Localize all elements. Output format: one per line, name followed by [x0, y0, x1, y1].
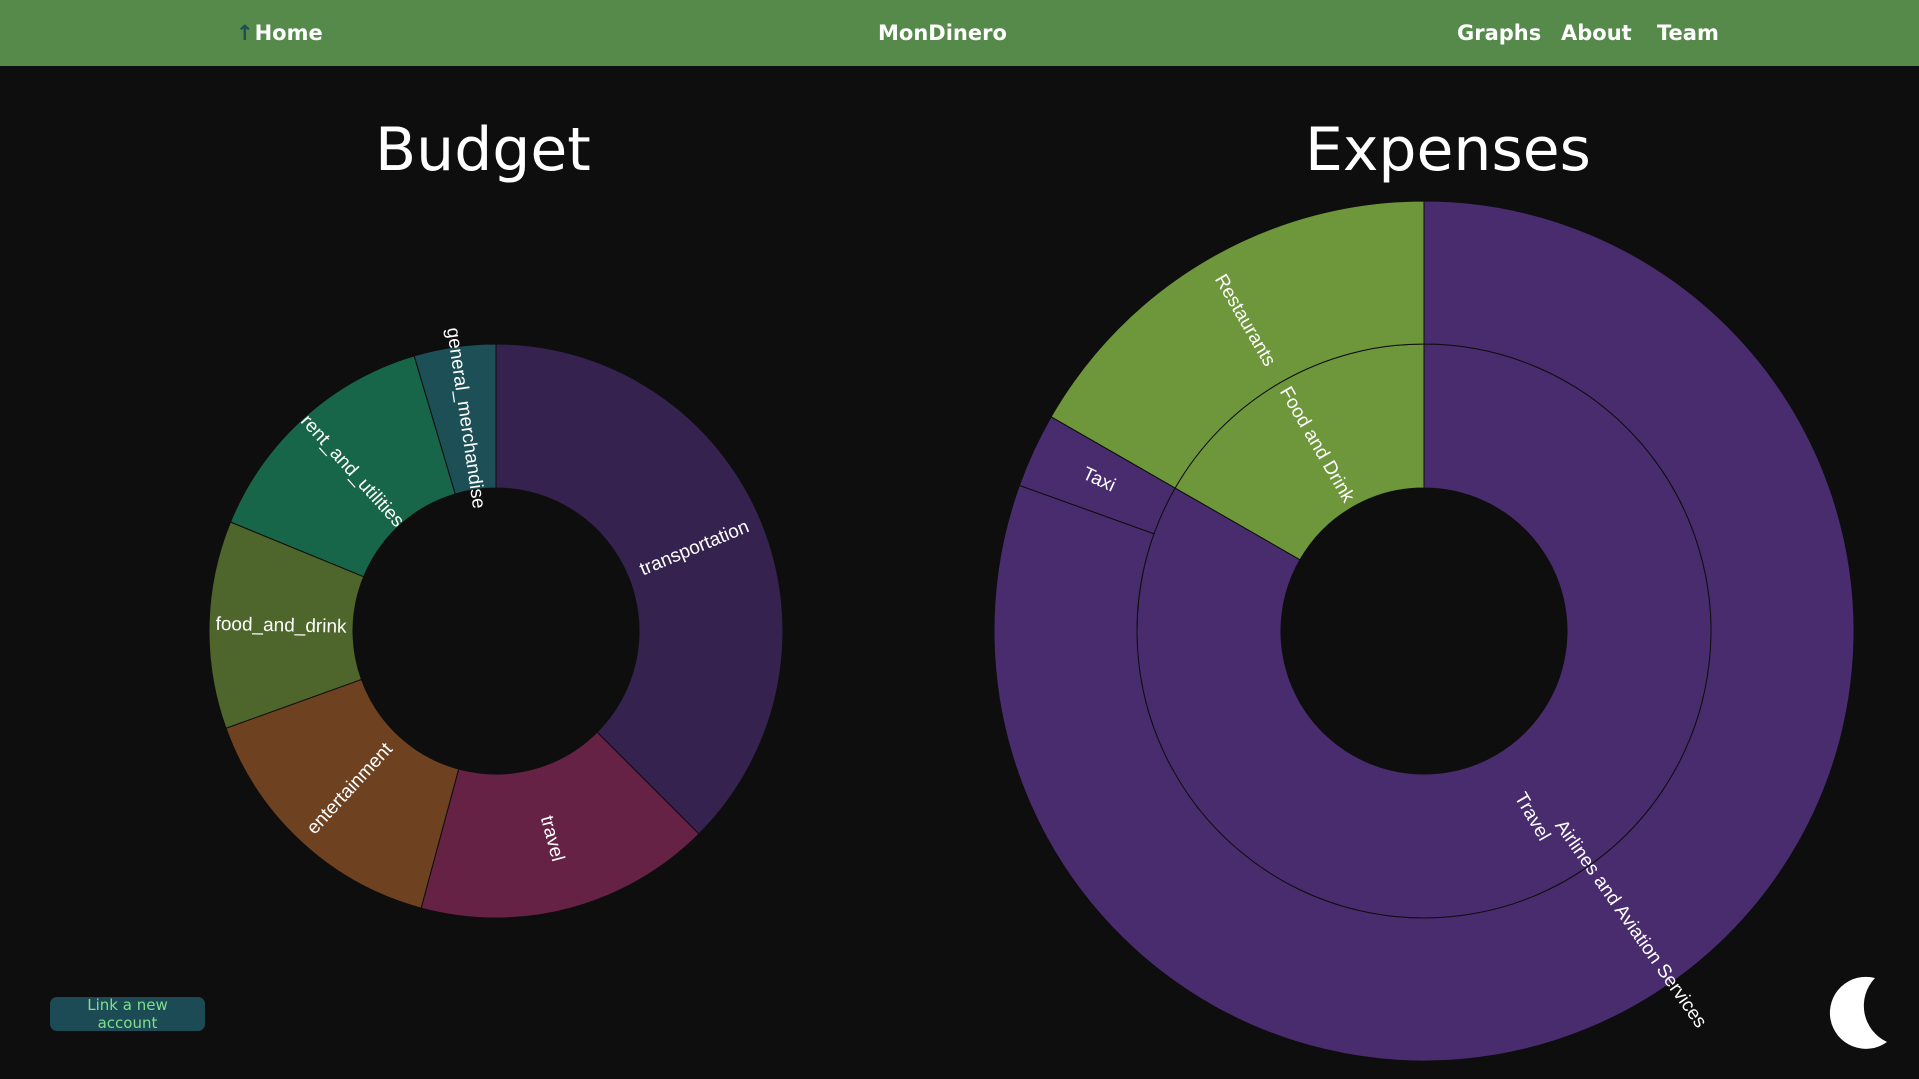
- nav-home-link[interactable]: ↑Home: [236, 20, 323, 46]
- nav-team-link[interactable]: Team: [1657, 21, 1719, 45]
- expenses-outer-segment-airlines-and-aviation-services[interactable]: [993, 200, 1855, 1062]
- top-navbar: ↑Home MonDinero Graphs About Team: [0, 0, 1919, 66]
- expenses-title: Expenses: [1305, 115, 1591, 185]
- budget-sunburst: transportationtravelentertainmentfood_an…: [208, 326, 784, 919]
- brand-link[interactable]: MonDinero: [878, 21, 1007, 45]
- expenses-outer-segment-restaurants[interactable]: [1050, 200, 1425, 489]
- budget-segment-general-merchandise[interactable]: [413, 343, 497, 495]
- nav-home-label: Home: [254, 21, 323, 45]
- nav-about-link[interactable]: About: [1561, 21, 1632, 45]
- budget-segment-entertainment[interactable]: [225, 678, 460, 909]
- link-new-account-button[interactable]: Link a new account: [50, 996, 205, 1032]
- budget-title: Budget: [375, 115, 591, 185]
- moon-icon[interactable]: [1805, 972, 1889, 1056]
- budget-label-food-and-drink: food_and_drink: [215, 614, 347, 638]
- nav-graphs-link[interactable]: Graphs: [1457, 21, 1542, 45]
- up-arrow-icon: ↑: [236, 21, 254, 45]
- budget-segment-rent-and-utilities[interactable]: [229, 355, 456, 578]
- budget-segment-travel[interactable]: [420, 731, 700, 919]
- budget-segment-transportation[interactable]: [495, 343, 784, 835]
